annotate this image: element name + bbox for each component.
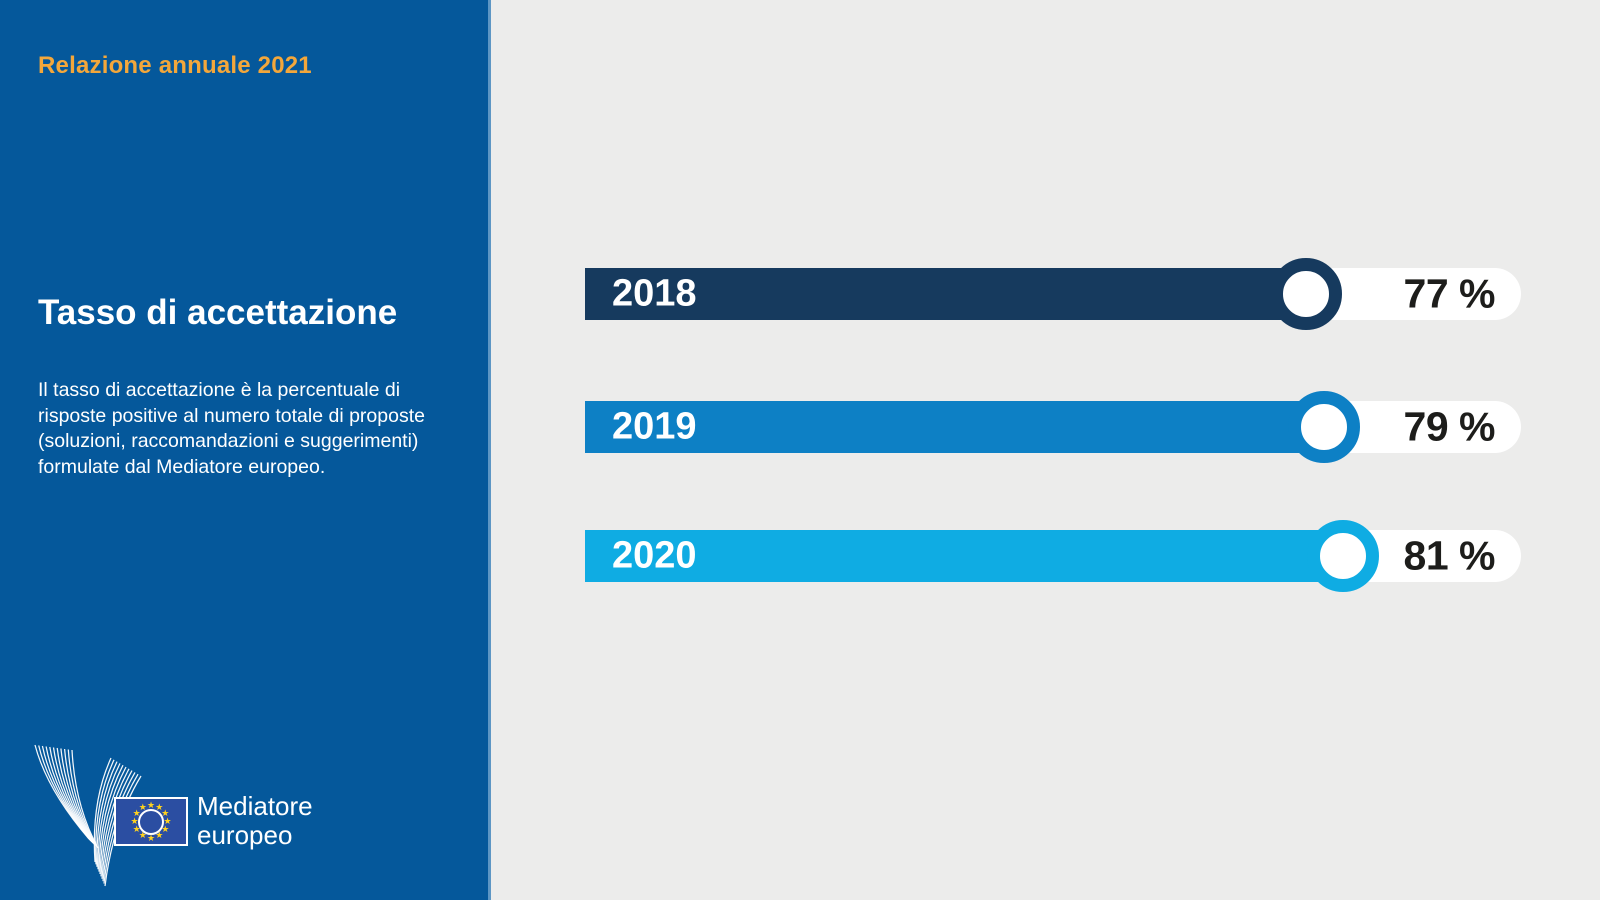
eu-star-icon: ★ bbox=[138, 801, 147, 812]
bar-value-label: 81 % bbox=[1403, 532, 1496, 579]
bar-row-2020: 2020 81 % bbox=[585, 520, 1521, 592]
eu-flag-icon: ★ ★ ★ ★ ★ ★ ★ ★ ★ ★ ★ ★ bbox=[114, 797, 188, 846]
bar-fill bbox=[585, 530, 1344, 582]
bird-icon bbox=[34, 744, 142, 887]
bar-value-label: 79 % bbox=[1403, 403, 1496, 450]
eu-star-icon: ★ bbox=[146, 832, 156, 843]
logo-text: Mediatore europeo bbox=[197, 792, 313, 850]
bar-year-label: 2019 bbox=[612, 405, 697, 448]
bar-year-label: 2020 bbox=[612, 534, 697, 577]
report-title: Relazione annuale 2021 bbox=[38, 52, 312, 79]
bar-marker bbox=[1307, 520, 1380, 592]
eu-star-icon: ★ bbox=[138, 830, 147, 841]
eu-star-icon: ★ bbox=[132, 824, 141, 835]
logo-text-line1: Mediatore bbox=[197, 791, 313, 821]
eu-star-icon: ★ bbox=[132, 807, 141, 818]
eu-star-icon: ★ bbox=[155, 830, 164, 841]
eu-flag-circle bbox=[138, 808, 164, 835]
bar-row-2019: 2019 79 % bbox=[585, 391, 1521, 463]
eu-star-icon: ★ bbox=[130, 816, 139, 826]
sidebar-divider bbox=[488, 0, 491, 900]
bar-marker bbox=[1288, 391, 1361, 463]
bar-fill bbox=[585, 268, 1306, 320]
eu-star-icon: ★ bbox=[161, 807, 170, 818]
bar-marker bbox=[1269, 258, 1342, 330]
eu-star-icon: ★ bbox=[163, 816, 172, 826]
bar-fill bbox=[585, 401, 1325, 453]
sidebar: Relazione annuale 2021 Tasso di accettaz… bbox=[0, 0, 488, 900]
bar-value-label: 77 % bbox=[1403, 270, 1496, 317]
eu-star-icon: ★ bbox=[155, 801, 164, 812]
eu-star-icon: ★ bbox=[161, 824, 170, 835]
page-title: Tasso di accettazione bbox=[38, 293, 398, 332]
bar-row-2018: 2018 77 % bbox=[585, 258, 1521, 330]
bar-year-label: 2018 bbox=[612, 272, 697, 315]
description-text: Il tasso di accettazione è la percentual… bbox=[38, 379, 425, 478]
eu-star-icon: ★ bbox=[146, 799, 156, 810]
logo-text-line2: europeo bbox=[197, 820, 293, 850]
